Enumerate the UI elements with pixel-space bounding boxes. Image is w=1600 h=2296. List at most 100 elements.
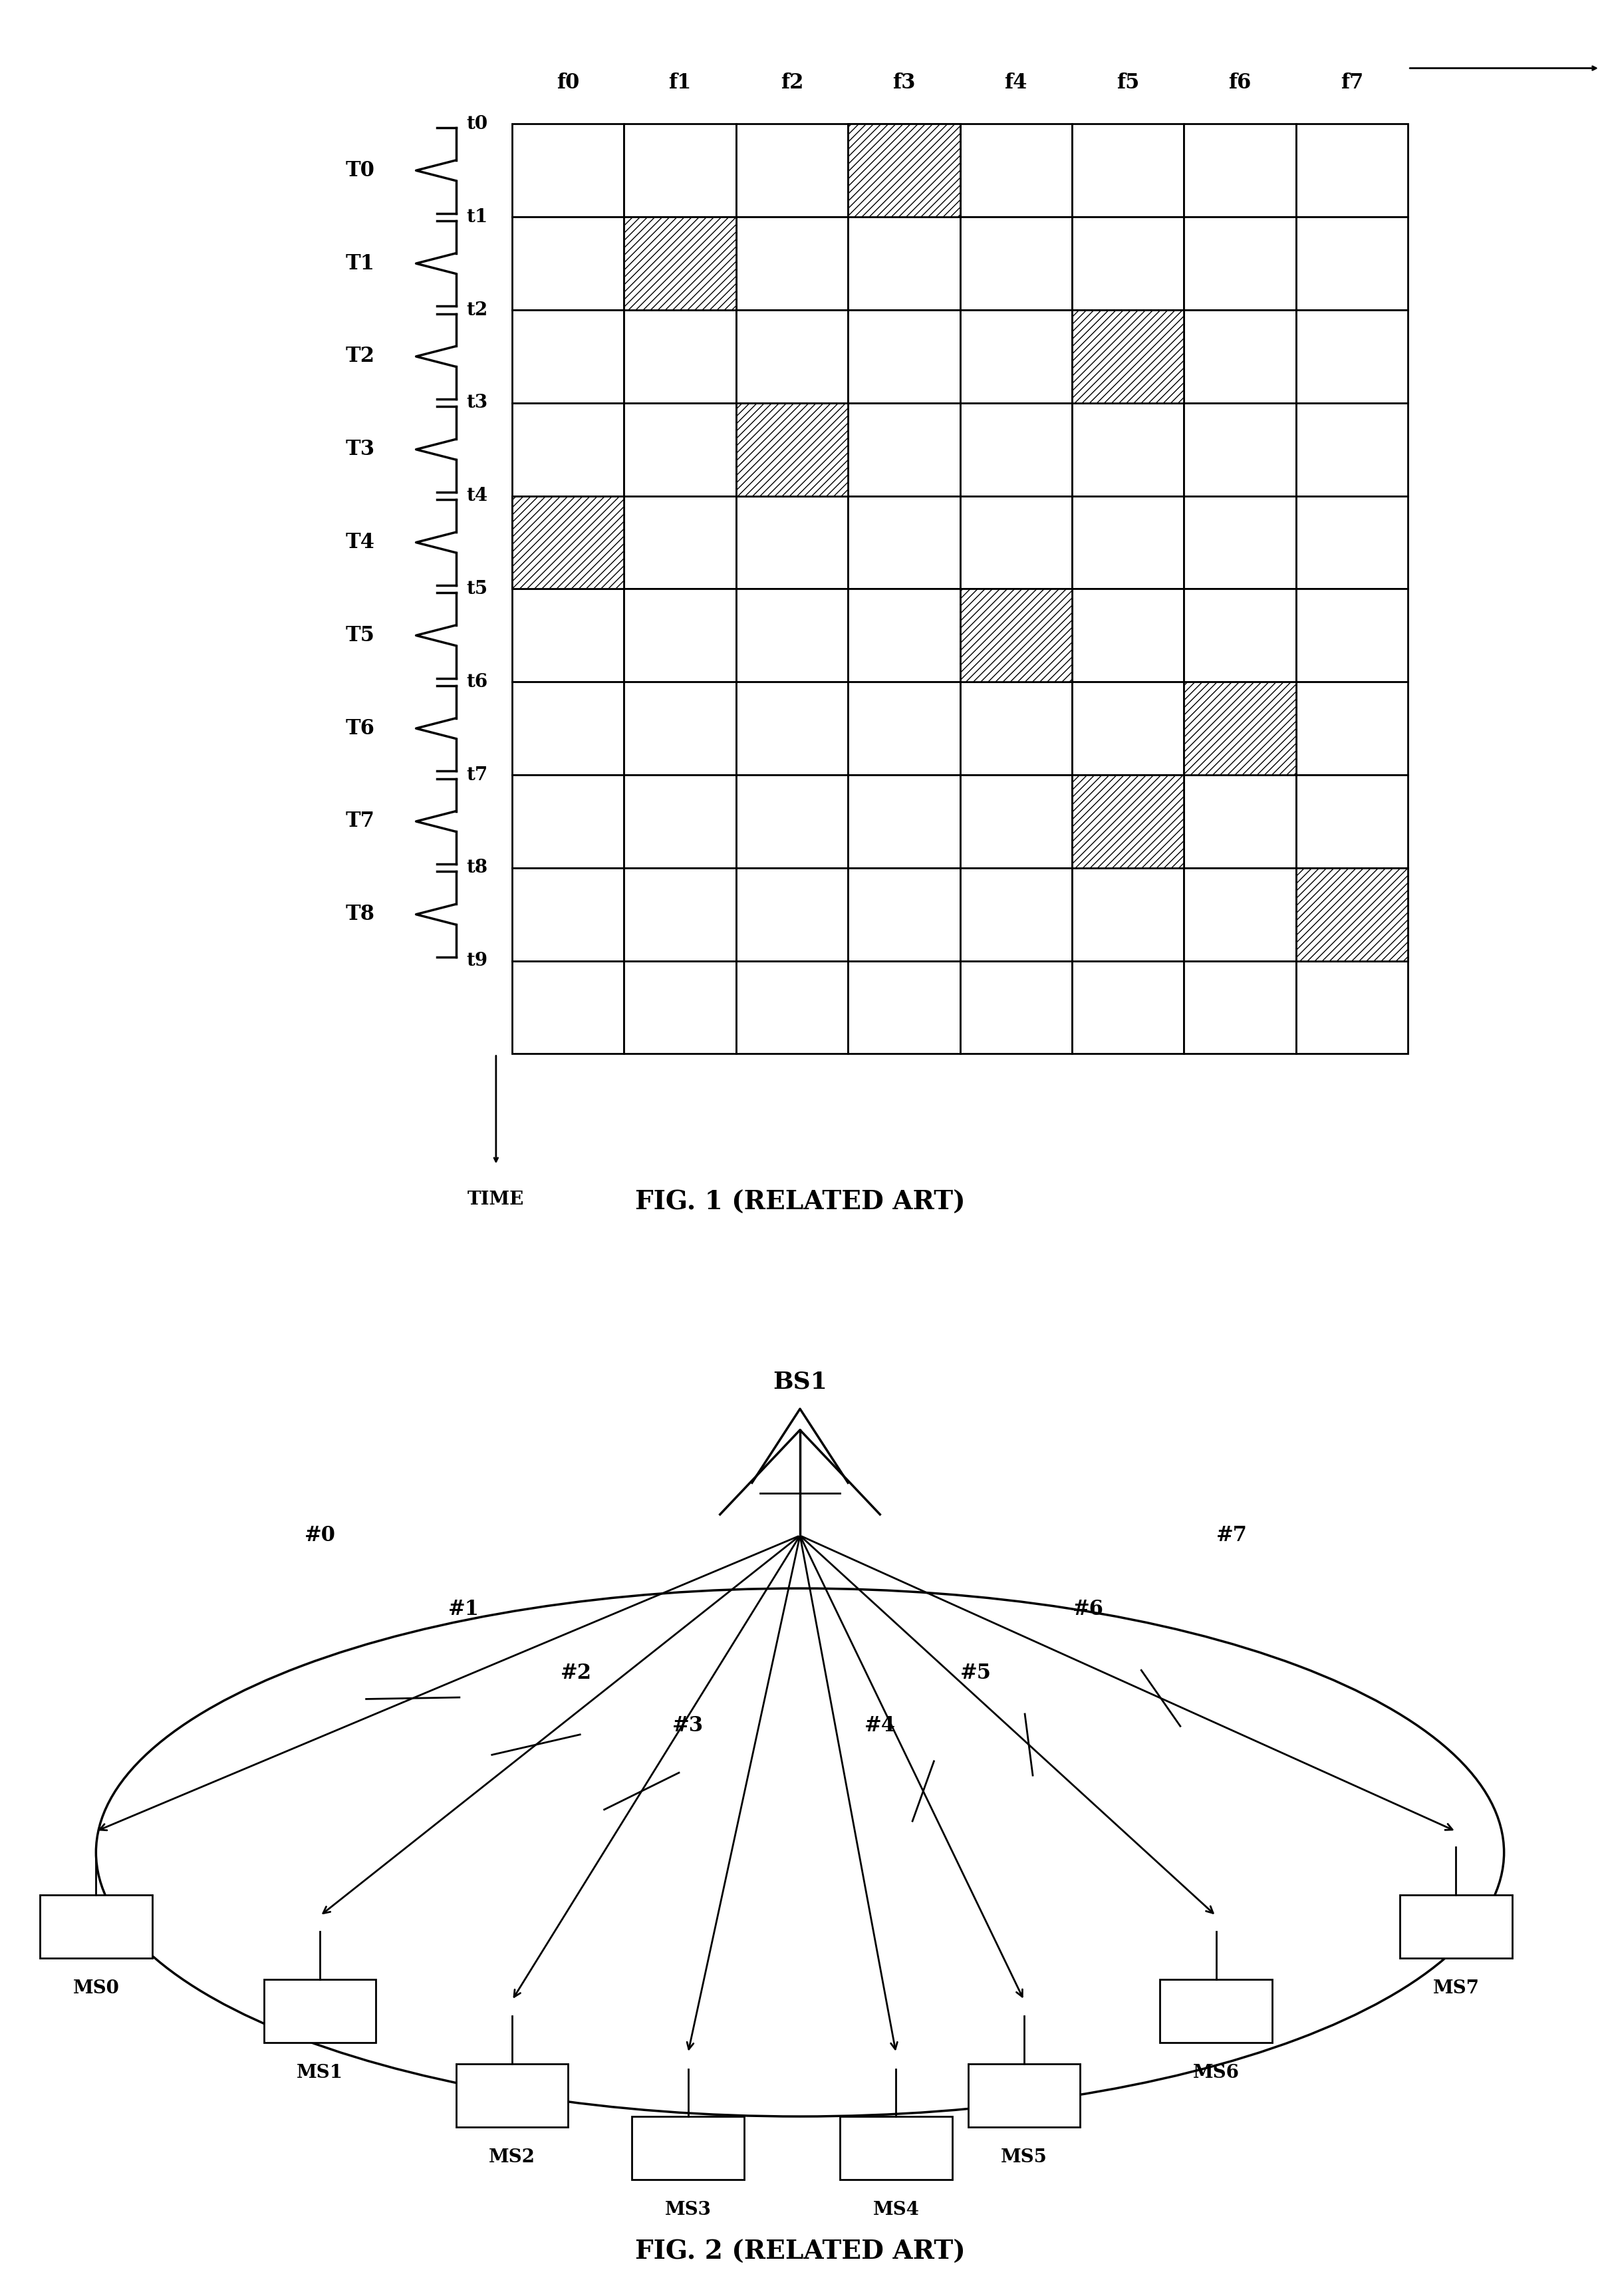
Bar — [1296, 124, 1408, 218]
Bar — [848, 682, 960, 776]
Text: MS0: MS0 — [72, 1979, 120, 1998]
Text: t2: t2 — [467, 301, 488, 319]
Bar — [736, 776, 848, 868]
Text: f4: f4 — [1005, 73, 1027, 94]
Bar — [1072, 218, 1184, 310]
Bar — [1072, 776, 1184, 868]
Bar — [1072, 310, 1184, 404]
Text: T5: T5 — [346, 625, 374, 645]
Text: #3: #3 — [672, 1715, 704, 1736]
Bar — [736, 310, 848, 404]
Bar — [624, 404, 736, 496]
Bar — [512, 496, 624, 590]
Text: MS1: MS1 — [296, 2064, 344, 2082]
Text: MS4: MS4 — [872, 2202, 920, 2218]
Text: #6: #6 — [1072, 1600, 1104, 1619]
Bar — [848, 310, 960, 404]
Bar — [848, 960, 960, 1054]
Text: BS1: BS1 — [773, 1371, 827, 1394]
Bar — [1072, 310, 1184, 404]
Bar — [1072, 868, 1184, 960]
Bar — [960, 590, 1072, 682]
Bar — [736, 590, 848, 682]
Bar — [1184, 218, 1296, 310]
Bar — [736, 404, 848, 496]
Text: t9: t9 — [467, 953, 488, 969]
Bar — [1296, 682, 1408, 776]
Bar — [960, 682, 1072, 776]
Bar — [1184, 682, 1296, 776]
Bar — [848, 218, 960, 310]
Bar — [1072, 682, 1184, 776]
Text: t8: t8 — [467, 859, 488, 877]
Bar — [736, 124, 848, 218]
Bar — [624, 776, 736, 868]
Text: t5: t5 — [467, 581, 488, 597]
Bar — [512, 496, 624, 590]
Bar — [624, 218, 736, 310]
Bar — [512, 310, 624, 404]
Bar — [1296, 590, 1408, 682]
Text: #5: #5 — [960, 1662, 992, 1683]
Bar — [1072, 590, 1184, 682]
Bar — [1296, 404, 1408, 496]
Bar — [960, 310, 1072, 404]
Bar — [1296, 218, 1408, 310]
Bar — [1184, 868, 1296, 960]
Bar — [968, 2064, 1080, 2126]
Bar — [736, 496, 848, 590]
Bar — [624, 590, 736, 682]
Text: FIG. 2 (RELATED ART): FIG. 2 (RELATED ART) — [635, 2239, 965, 2264]
Text: f3: f3 — [893, 73, 915, 94]
Text: #0: #0 — [304, 1525, 336, 1545]
Bar — [848, 124, 960, 218]
Bar — [512, 218, 624, 310]
Bar — [1160, 1979, 1272, 2043]
Text: T4: T4 — [346, 533, 374, 553]
Bar — [848, 124, 960, 218]
Bar — [512, 960, 624, 1054]
Bar — [1072, 496, 1184, 590]
Text: #1: #1 — [448, 1600, 480, 1619]
Bar — [960, 776, 1072, 868]
Bar — [1072, 960, 1184, 1054]
Text: f6: f6 — [1229, 73, 1251, 94]
Bar — [1296, 960, 1408, 1054]
Text: T0: T0 — [346, 161, 374, 181]
Bar — [1400, 1894, 1512, 1958]
Bar — [512, 590, 624, 682]
Text: t4: t4 — [467, 487, 488, 505]
Bar — [624, 496, 736, 590]
Text: T7: T7 — [346, 810, 374, 831]
Bar — [456, 2064, 568, 2126]
Bar — [960, 124, 1072, 218]
Bar — [960, 590, 1072, 682]
Bar — [512, 868, 624, 960]
Bar — [1184, 682, 1296, 776]
Bar — [1296, 776, 1408, 868]
Bar — [624, 310, 736, 404]
Bar — [1184, 496, 1296, 590]
Text: MS3: MS3 — [664, 2202, 712, 2218]
Text: f2: f2 — [781, 73, 803, 94]
Bar — [960, 960, 1072, 1054]
Bar — [512, 776, 624, 868]
Bar — [848, 496, 960, 590]
Text: t1: t1 — [467, 209, 488, 225]
Bar — [512, 124, 624, 218]
Bar — [264, 1979, 376, 2043]
Text: T6: T6 — [346, 719, 374, 739]
Bar — [960, 218, 1072, 310]
Bar — [736, 218, 848, 310]
Text: f5: f5 — [1117, 73, 1139, 94]
Bar — [1184, 590, 1296, 682]
Text: T8: T8 — [346, 905, 374, 925]
Bar — [1296, 868, 1408, 960]
Bar — [1184, 404, 1296, 496]
Bar — [1296, 868, 1408, 960]
Bar — [624, 682, 736, 776]
Bar — [960, 496, 1072, 590]
Text: T1: T1 — [346, 253, 374, 273]
Bar — [960, 404, 1072, 496]
Text: #2: #2 — [560, 1662, 592, 1683]
